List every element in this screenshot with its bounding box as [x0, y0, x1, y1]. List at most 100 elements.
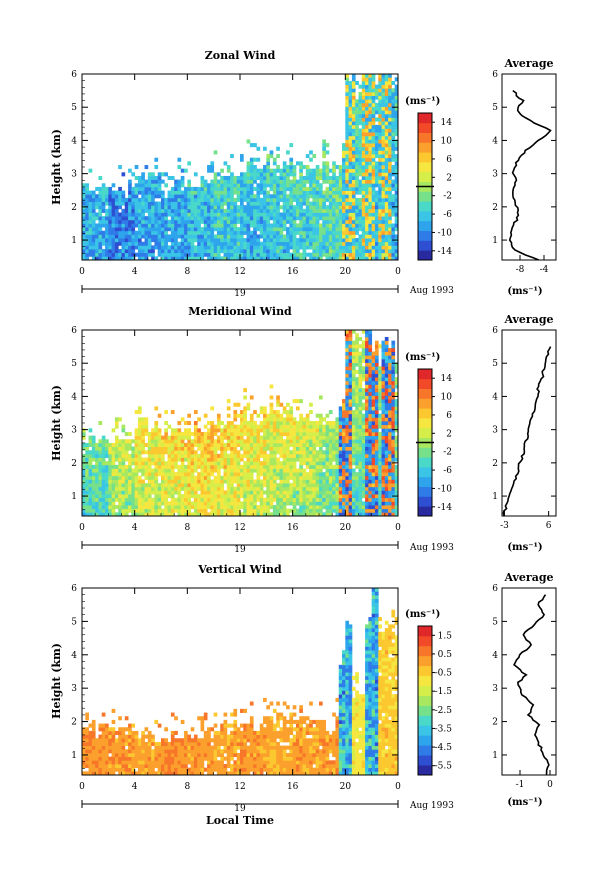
heatmap-cell: [259, 439, 264, 444]
heatmap-cell: [348, 154, 353, 159]
heatmap-cell: [88, 494, 93, 499]
heatmap-cell: [114, 457, 119, 462]
heatmap-cell: [302, 208, 307, 213]
heatmap-cell: [226, 435, 231, 440]
heatmap-cell: [233, 410, 238, 415]
heatmap-cell: [276, 238, 280, 243]
heatmap-cell: [371, 124, 376, 129]
heatmap-cell: [358, 146, 363, 151]
heatmap-cell: [263, 216, 267, 221]
heatmap-cell: [319, 421, 323, 426]
heatmap-cell: [246, 402, 251, 407]
heatmap-cell: [295, 479, 300, 484]
heatmap-cell: [82, 241, 86, 246]
heatmap-cell: [358, 143, 363, 148]
heatmap-cell: [105, 197, 109, 202]
heatmap-cell: [243, 501, 247, 506]
heatmap-cell: [243, 446, 247, 451]
heatmap-cell: [335, 442, 340, 447]
heatmap-cell: [193, 194, 198, 199]
heatmap-cell: [151, 201, 155, 206]
heatmap-cell: [207, 490, 211, 495]
heatmap-cell: [240, 256, 244, 260]
heatmap-cell: [309, 424, 313, 429]
heatmap-cell: [190, 446, 195, 451]
heatmap-cell: [105, 241, 109, 246]
heatmap-cell: [355, 336, 359, 342]
heatmap-cell: [161, 435, 165, 440]
heatmap-cell: [134, 201, 139, 206]
heatmap-cell: [388, 234, 392, 239]
heatmap-cell: [272, 227, 277, 232]
heatmap-cell: [98, 446, 103, 451]
heatmap-cell: [177, 205, 182, 210]
heatmap-cell: [111, 464, 116, 469]
heatmap-cell: [325, 168, 330, 173]
heatmap-cell: [213, 190, 218, 195]
heatmap-cell: [276, 227, 280, 232]
heatmap-cell: [351, 252, 356, 257]
heatmap-cell: [147, 494, 152, 499]
heatmap-cell: [141, 435, 145, 440]
heatmap-cell: [276, 175, 280, 181]
heatmap-cell: [378, 80, 382, 86]
heatmap-cell: [203, 501, 208, 506]
heatmap-cell: [342, 501, 346, 506]
heatmap-cell: [233, 501, 238, 506]
heatmap-cell: [98, 501, 103, 506]
heatmap-cell: [384, 238, 389, 243]
heatmap-cell: [147, 175, 152, 181]
heatmap-cell: [174, 497, 178, 502]
heatmap-cell: [223, 223, 228, 228]
heatmap-cell: [368, 219, 373, 224]
heatmap-cell: [226, 208, 231, 213]
heatmap-cell: [319, 497, 323, 502]
heatmap-cell: [355, 256, 359, 260]
heatmap-cell: [328, 461, 333, 466]
heatmap-cell: [144, 227, 149, 232]
heatmap-cell: [365, 124, 369, 129]
heatmap-cell: [147, 212, 152, 217]
heatmap-cell: [121, 450, 126, 455]
heatmap-cell: [292, 428, 297, 433]
heatmap-cell: [249, 468, 254, 473]
heatmap-cell: [276, 464, 280, 469]
heatmap-cell: [91, 450, 96, 455]
heatmap-cell: [338, 494, 343, 499]
heatmap-cell: [210, 186, 215, 191]
heatmap-cell: [220, 238, 224, 243]
heatmap-cell: [82, 505, 86, 510]
heatmap-cell: [114, 190, 119, 195]
heatmap-cell: [134, 223, 139, 228]
heatmap-cell: [164, 446, 168, 451]
heatmap-cell: [342, 146, 346, 151]
heatmap-cell: [351, 175, 356, 181]
heatmap-cell: [193, 505, 198, 510]
heatmap-cell: [216, 475, 221, 480]
heatmap-cell: [154, 175, 159, 181]
heatmap-cell: [256, 442, 261, 447]
heatmap-cell: [184, 197, 188, 202]
heatmap-cell: [197, 439, 201, 444]
heatmap-cell: [144, 472, 149, 477]
heatmap-cell: [391, 168, 396, 173]
heatmap-cell: [85, 446, 89, 451]
heatmap-cell: [325, 439, 330, 444]
heatmap-cell: [114, 479, 119, 484]
heatmap-cell: [134, 431, 139, 437]
heatmap-cell: [236, 505, 241, 510]
heatmap-cell: [256, 201, 261, 206]
heatmap-cell: [279, 230, 284, 235]
heatmap-cell: [276, 249, 280, 254]
heatmap-cell: [177, 457, 182, 462]
heatmap-cell: [355, 186, 359, 191]
heatmap-cell: [374, 102, 379, 107]
heatmap-cell: [315, 234, 320, 239]
heatmap-cell: [233, 508, 238, 513]
heatmap-cell: [378, 190, 382, 195]
heatmap-cell: [368, 205, 373, 210]
heatmap-cell: [147, 508, 152, 513]
heatmap-cell: [361, 117, 366, 122]
heatmap-cell: [292, 219, 297, 224]
